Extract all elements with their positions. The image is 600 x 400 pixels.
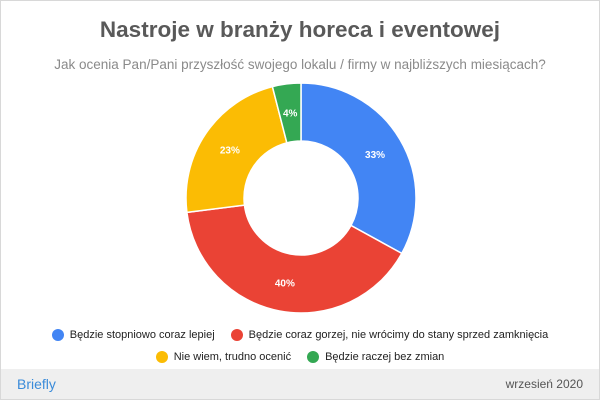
legend-label: Nie wiem, trudno ocenić bbox=[173, 351, 292, 363]
slice-data-label: 40% bbox=[275, 278, 295, 289]
footer-bar: Briefly wrzesień 2020 bbox=[1, 369, 599, 399]
chart-title: Nastroje w branży horeca i eventowej bbox=[99, 17, 501, 42]
legend-row: Nie wiem, trudno ocenić Będzie raczej be… bbox=[1, 346, 599, 368]
slice-data-label: 23% bbox=[220, 146, 240, 157]
legend-swatch bbox=[307, 351, 320, 363]
donut-slice bbox=[300, 82, 417, 255]
legend-item: Nie wiem, trudno ocenić bbox=[155, 351, 292, 363]
legend-item: Będzie coraz gorzej, nie wrócimy do stan… bbox=[230, 329, 549, 341]
legend-item: Będzie stopniowo coraz lepiej bbox=[51, 329, 215, 341]
donut-slice bbox=[186, 204, 403, 314]
legend-swatch bbox=[155, 351, 168, 363]
brand-logo: Briefly bbox=[17, 376, 56, 392]
legend-label: Będzie raczej bez zmian bbox=[325, 351, 445, 363]
legend-label: Będzie coraz gorzej, nie wrócimy do stan… bbox=[248, 329, 549, 341]
donut-slice bbox=[185, 85, 288, 214]
legend-swatch bbox=[230, 329, 243, 341]
publication-date: wrzesień 2020 bbox=[505, 377, 583, 391]
slice-data-label: 4% bbox=[283, 109, 298, 120]
donut-slice bbox=[271, 82, 302, 144]
chart-subtitle: Jak ocenia Pan/Pani przyszłość swojego l… bbox=[54, 57, 546, 72]
chart-legend: Będzie stopniowo coraz lepiej Będzie cor… bbox=[1, 324, 599, 368]
legend-swatch bbox=[51, 329, 64, 341]
slice-data-label: 33% bbox=[365, 150, 385, 161]
legend-label: Będzie stopniowo coraz lepiej bbox=[69, 329, 215, 341]
legend-item: Będzie raczej bez zmian bbox=[307, 351, 444, 363]
legend-row: Będzie stopniowo coraz lepiej Będzie cor… bbox=[1, 324, 599, 346]
